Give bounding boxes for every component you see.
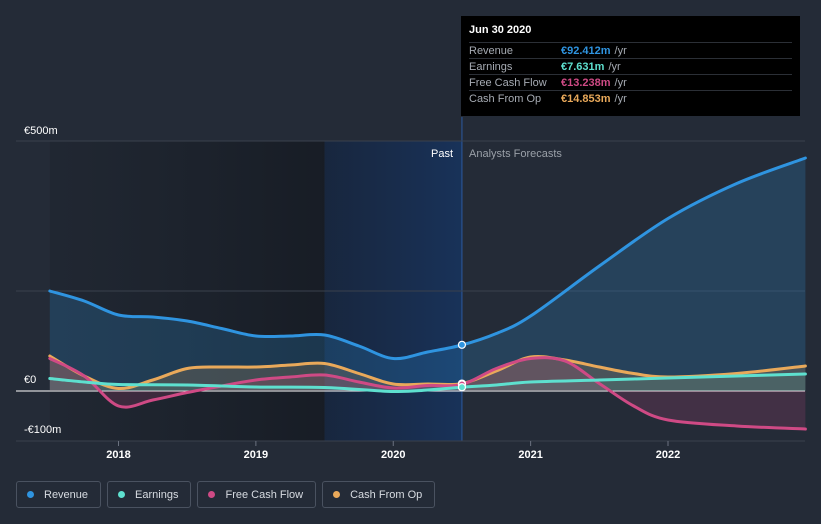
tooltip-row-revenue: Revenue €92.412m /yr — [469, 42, 792, 58]
tooltip-row-cfo: Cash From Op €14.853m /yr — [469, 90, 792, 106]
line-fcf — [48, 356, 807, 431]
tooltip-label-revenue: Revenue — [469, 44, 514, 57]
area-fcf — [49, 357, 806, 429]
marker-revenue — [457, 340, 467, 349]
legend-item-fcf[interactable]: Free Cash Flow — [197, 481, 317, 508]
tooltip-unit-cfo: /yr — [614, 92, 627, 105]
tooltip-value-fcf: €13.238m — [561, 76, 611, 89]
tooltip-value-revenue: €92.412m — [561, 44, 611, 57]
legend-item-revenue[interactable]: Revenue — [16, 481, 102, 508]
tooltip-row-earnings: Earnings €7.631m /yr — [469, 58, 792, 74]
marker-earnings — [457, 383, 467, 392]
legend-dot-earnings — [118, 491, 126, 498]
y-label-zero: €0 — [24, 374, 36, 386]
tooltip-label-cfo: Cash From Op — [469, 92, 542, 105]
x-tick-label-2022: 2022 — [656, 449, 680, 461]
legend-item-cfo[interactable]: Cash From Op — [322, 481, 436, 508]
tooltip-label-fcf: Free Cash Flow — [469, 76, 547, 89]
past-label: Past — [431, 148, 453, 160]
legend-label-cfo: Cash From Op — [350, 488, 423, 501]
y-label-top: €500m — [24, 125, 58, 137]
legend-label-revenue: Revenue — [44, 488, 89, 501]
tooltip-unit-earnings: /yr — [608, 60, 621, 73]
tooltip-label-earnings: Earnings — [469, 60, 513, 73]
legend-dot-fcf — [208, 491, 216, 498]
tooltip-value-earnings: €7.631m — [561, 60, 605, 73]
legend-dot-revenue — [27, 491, 34, 498]
tooltip-date: Jun 30 2020 — [469, 24, 532, 36]
legend-item-earnings[interactable]: Earnings — [107, 481, 192, 508]
y-label-bottom: -€100m — [24, 424, 61, 436]
tooltip: Jun 30 2020 Revenue €92.412m /yr Earning… — [461, 16, 800, 116]
legend-label-fcf: Free Cash Flow — [225, 488, 304, 501]
forecast-label: Analysts Forecasts — [469, 148, 562, 160]
tooltip-unit-fcf: /yr — [614, 76, 627, 89]
x-tick-label-2021: 2021 — [518, 449, 542, 461]
legend-label-earnings: Earnings — [135, 488, 179, 501]
legend: Revenue Earnings Free Cash Flow Cash Fro… — [16, 481, 436, 508]
tooltip-row-fcf: Free Cash Flow €13.238m /yr — [469, 74, 792, 90]
tooltip-value-cfo: €14.853m — [561, 92, 611, 105]
x-tick-label-2020: 2020 — [381, 449, 405, 461]
line-cfo — [48, 354, 807, 391]
x-tick-label-2018: 2018 — [106, 449, 130, 461]
line-revenue — [48, 156, 807, 361]
x-tick-label-2019: 2019 — [244, 449, 268, 461]
legend-dot-cfo — [333, 491, 341, 498]
line-earnings — [48, 372, 807, 394]
tooltip-unit-revenue: /yr — [614, 44, 627, 57]
